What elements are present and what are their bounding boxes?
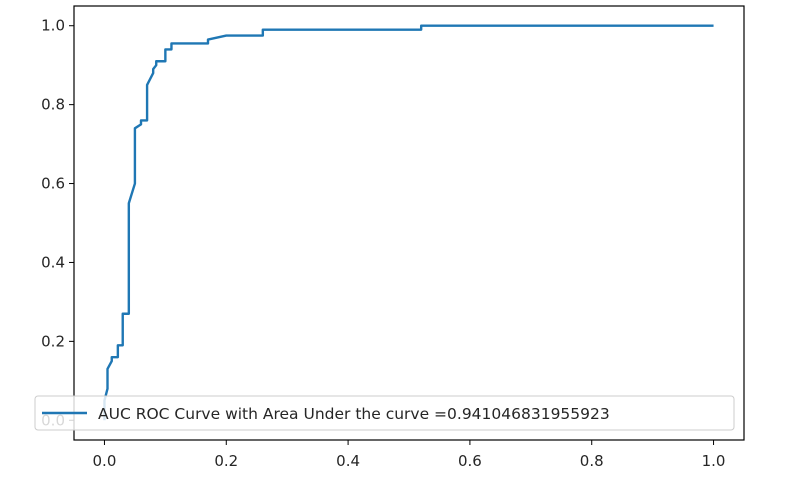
x-tick-label: 0.4	[336, 452, 360, 470]
x-tick-label: 0.8	[580, 452, 604, 470]
y-tick-label: 0.6	[41, 175, 65, 193]
legend-box	[34, 395, 735, 431]
y-tick-label: 0.2	[41, 332, 65, 350]
y-tick-label: 0.4	[41, 253, 65, 271]
x-axis: 0.0 0.2 0.4 0.6 0.8 1.0	[93, 440, 726, 470]
plot-frame	[73, 5, 745, 441]
x-tick-label: 0.6	[458, 452, 482, 470]
legend-label: AUC ROC Curve with Area Under the curve …	[98, 405, 610, 423]
plot-area	[74, 6, 744, 440]
y-tick-label: 1.0	[41, 17, 65, 35]
y-tick-label: 0.8	[41, 96, 65, 114]
y-axis: 0.00.20.40.60.81.0	[41, 17, 74, 429]
x-tick-label: 1.0	[702, 452, 726, 470]
series-layer	[103, 24, 714, 421]
legend: AUC ROC Curve with Area Under the curve …	[34, 395, 735, 431]
x-tick-label: 0.2	[214, 452, 238, 470]
roc-curve-line	[103, 24, 714, 421]
x-tick-label: 0.0	[93, 452, 117, 470]
